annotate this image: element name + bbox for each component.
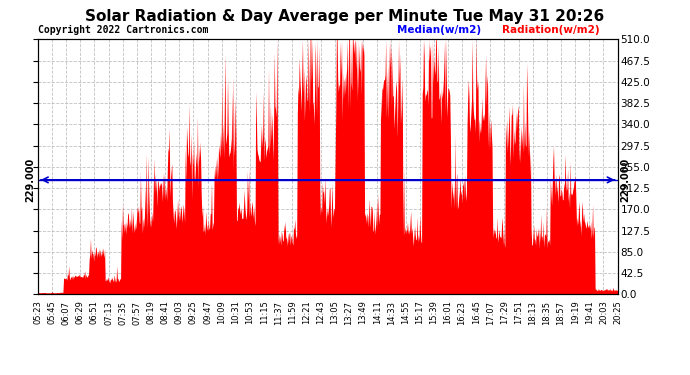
Text: Solar Radiation & Day Average per Minute Tue May 31 20:26: Solar Radiation & Day Average per Minute…	[86, 9, 604, 24]
Text: 229.000: 229.000	[620, 158, 631, 202]
Text: Median(w/m2): Median(w/m2)	[397, 26, 482, 35]
Text: Copyright 2022 Cartronics.com: Copyright 2022 Cartronics.com	[38, 26, 208, 35]
Text: 229.000: 229.000	[25, 158, 35, 202]
Text: Radiation(w/m2): Radiation(w/m2)	[502, 26, 599, 35]
